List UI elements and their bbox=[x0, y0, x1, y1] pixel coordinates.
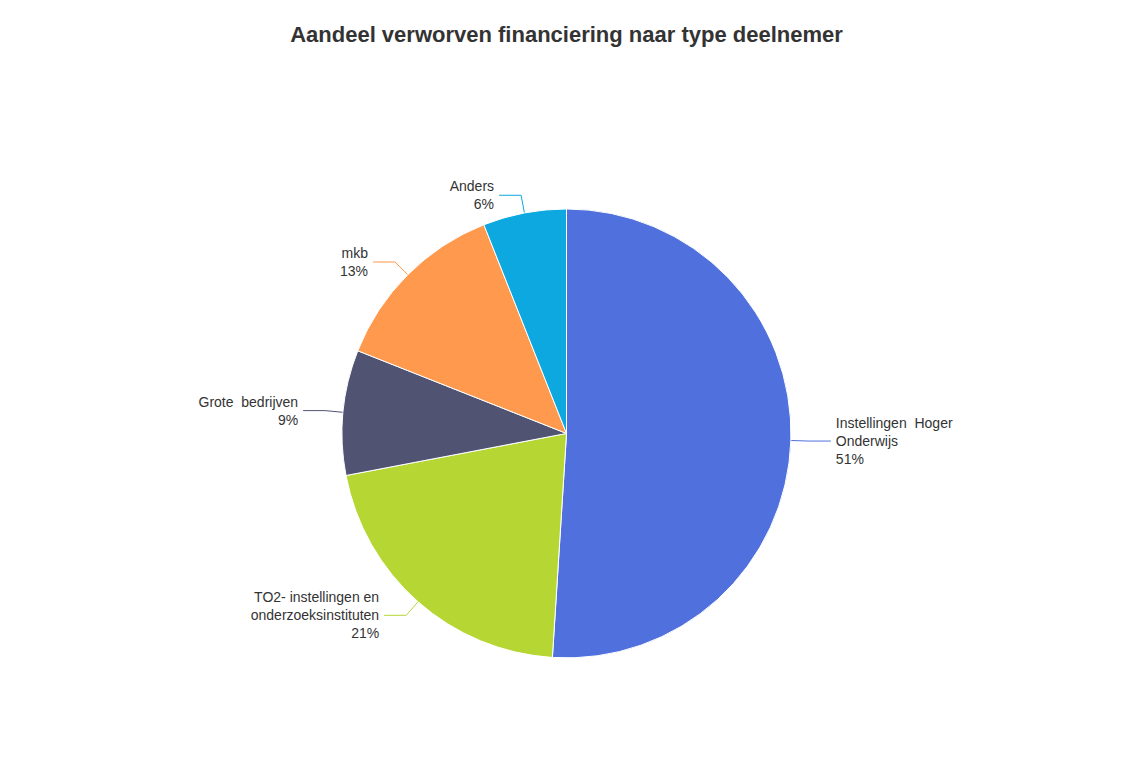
svg-text:13%: 13% bbox=[340, 263, 368, 279]
svg-text:Aandeel verworven financiering: Aandeel verworven financiering naar type… bbox=[290, 22, 843, 47]
svg-text:Onderwijs: Onderwijs bbox=[836, 433, 898, 449]
svg-text:TO2- instellingen en: TO2- instellingen en bbox=[254, 589, 379, 605]
svg-text:51%: 51% bbox=[836, 451, 864, 467]
svg-text:Anders: Anders bbox=[450, 178, 494, 194]
svg-text:Grote bedrijven: Grote bedrijven bbox=[199, 394, 299, 410]
svg-text:mkb: mkb bbox=[342, 245, 369, 261]
svg-text:onderzoeksinstituten: onderzoeksinstituten bbox=[251, 607, 379, 623]
svg-text:Instellingen Hoger: Instellingen Hoger bbox=[836, 415, 953, 431]
svg-text:6%: 6% bbox=[474, 196, 494, 212]
svg-text:9%: 9% bbox=[278, 412, 298, 428]
svg-text:21%: 21% bbox=[351, 625, 379, 641]
